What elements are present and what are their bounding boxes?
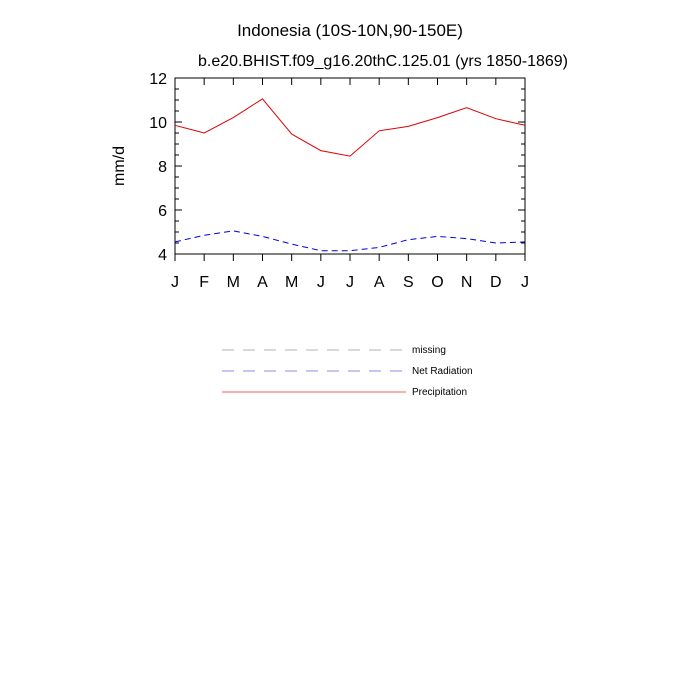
plot-frame [174,77,526,255]
y-tick-label: 12 [149,71,167,88]
x-tick-label: A [257,274,268,291]
y-tick-label: 10 [149,115,167,132]
chart-title: Indonesia (10S-10N,90-150E) [237,21,463,40]
series-layer [174,98,526,252]
y-tick-label: 4 [158,247,167,264]
legend-label: Precipitation [412,387,467,398]
legend: missing Net Radiation Precipitation [222,345,473,398]
x-tick-label: M [285,274,298,291]
series-line [174,230,526,252]
x-tick-label: J [171,274,179,291]
x-tick-label: O [431,274,443,291]
x-tick-label: J [317,274,325,291]
x-tick-label: D [490,274,502,291]
chart-subtitle: b.e20.BHIST.f09_g16.20thC.125.01 (yrs 18… [198,53,568,70]
legend-label: Net Radiation [412,366,473,377]
x-tick-label: A [374,274,385,291]
y-axis-label: mm/d [111,146,128,186]
x-tick-label: J [521,274,529,291]
x-tick-label: S [403,274,414,291]
y-tick-label: 6 [158,203,167,220]
axis-ticks [174,77,526,261]
x-tick-label: J [346,274,354,291]
x-tick-label: N [461,274,473,291]
x-tick-label: F [199,274,209,291]
legend-label: missing [412,345,446,356]
series-line [174,98,526,157]
y-tick-label: 8 [158,159,167,176]
x-tick-label: M [227,274,240,291]
